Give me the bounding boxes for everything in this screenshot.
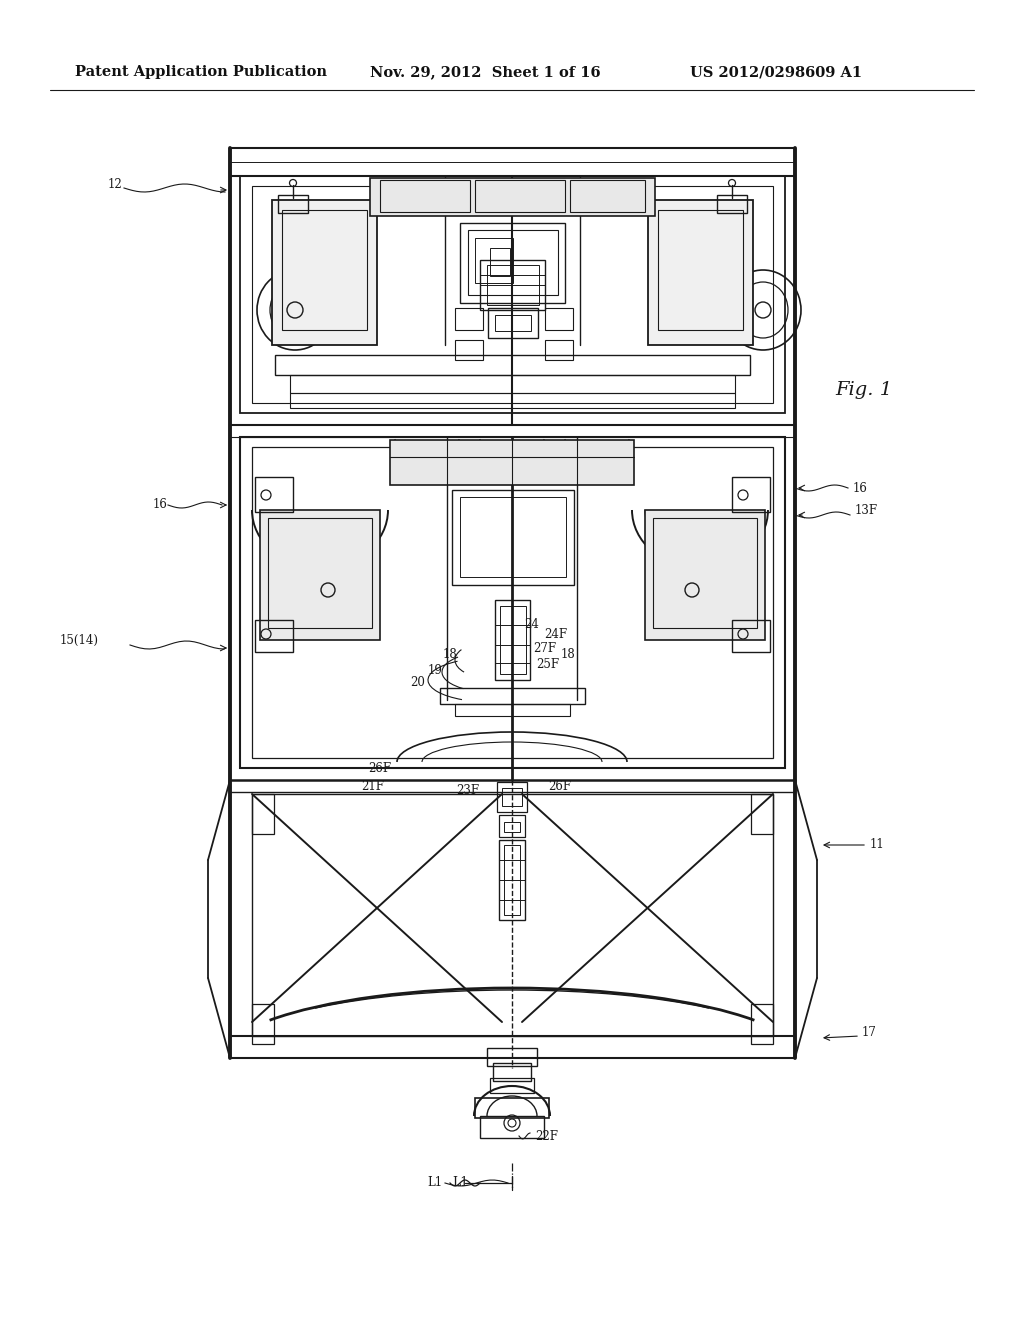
Text: 23F: 23F bbox=[457, 784, 479, 796]
Bar bbox=[370, 178, 655, 216]
Bar bbox=[493, 1063, 531, 1081]
Bar bbox=[653, 517, 757, 628]
Bar bbox=[255, 620, 293, 652]
Bar bbox=[275, 355, 750, 375]
Bar bbox=[252, 1005, 274, 1044]
Text: 18: 18 bbox=[442, 648, 458, 661]
Bar bbox=[658, 210, 743, 330]
Text: 22F: 22F bbox=[535, 1130, 558, 1143]
Bar bbox=[495, 315, 531, 331]
Bar bbox=[252, 186, 773, 403]
Bar bbox=[260, 510, 380, 640]
Bar bbox=[488, 308, 538, 338]
Bar bbox=[495, 601, 530, 680]
Bar bbox=[475, 1098, 549, 1118]
Text: 20: 20 bbox=[411, 676, 425, 689]
Text: Nov. 29, 2012  Sheet 1 of 16: Nov. 29, 2012 Sheet 1 of 16 bbox=[370, 65, 601, 79]
Text: 13F: 13F bbox=[855, 503, 879, 516]
Bar bbox=[500, 606, 526, 675]
Text: 26F: 26F bbox=[369, 762, 391, 775]
Bar bbox=[499, 814, 525, 837]
Bar bbox=[252, 447, 773, 758]
Bar bbox=[645, 510, 765, 640]
Bar bbox=[380, 180, 470, 213]
Bar bbox=[648, 201, 753, 345]
Bar bbox=[460, 498, 566, 577]
Bar bbox=[390, 440, 634, 484]
Text: 25F: 25F bbox=[537, 659, 559, 672]
Bar bbox=[230, 148, 795, 176]
Bar bbox=[732, 620, 770, 652]
Text: 27F: 27F bbox=[534, 642, 557, 655]
Bar bbox=[440, 688, 585, 704]
Text: 15(14): 15(14) bbox=[60, 634, 99, 647]
Bar bbox=[290, 393, 735, 408]
Text: 16: 16 bbox=[853, 482, 867, 495]
Bar bbox=[487, 265, 539, 305]
Bar bbox=[255, 477, 293, 512]
Text: L1: L1 bbox=[452, 1176, 468, 1189]
Bar bbox=[278, 195, 308, 213]
Text: 12: 12 bbox=[108, 178, 123, 191]
Text: 26F: 26F bbox=[549, 780, 571, 792]
Bar bbox=[545, 341, 573, 360]
Bar bbox=[282, 210, 367, 330]
Bar bbox=[455, 341, 483, 360]
Bar bbox=[497, 781, 527, 812]
Bar bbox=[717, 195, 746, 213]
Bar bbox=[504, 822, 520, 832]
Text: 24: 24 bbox=[524, 619, 540, 631]
Bar bbox=[504, 845, 520, 915]
Bar bbox=[240, 176, 785, 413]
Bar bbox=[468, 230, 558, 294]
Bar bbox=[290, 375, 735, 393]
Bar bbox=[751, 1005, 773, 1044]
Bar bbox=[272, 201, 377, 345]
Text: 16: 16 bbox=[153, 499, 168, 511]
Bar bbox=[460, 223, 565, 304]
Bar bbox=[545, 308, 573, 330]
Bar bbox=[490, 248, 510, 276]
Text: 18: 18 bbox=[560, 648, 575, 661]
Text: 24F: 24F bbox=[545, 627, 567, 640]
Text: 21F: 21F bbox=[361, 780, 384, 792]
Text: 19: 19 bbox=[428, 664, 442, 676]
Bar bbox=[732, 477, 770, 512]
Bar bbox=[452, 490, 574, 585]
Bar bbox=[487, 1048, 537, 1067]
Text: 17: 17 bbox=[862, 1027, 877, 1040]
Bar bbox=[480, 1115, 544, 1138]
Bar bbox=[455, 704, 570, 715]
Bar bbox=[252, 795, 274, 834]
Bar bbox=[240, 437, 785, 768]
Bar bbox=[490, 1078, 534, 1093]
Bar bbox=[475, 238, 513, 282]
Bar bbox=[230, 1036, 795, 1059]
Bar bbox=[570, 180, 645, 213]
Text: Patent Application Publication: Patent Application Publication bbox=[75, 65, 327, 79]
Bar bbox=[499, 840, 525, 920]
Bar bbox=[502, 788, 522, 807]
Text: US 2012/0298609 A1: US 2012/0298609 A1 bbox=[690, 65, 862, 79]
Text: L1: L1 bbox=[427, 1176, 442, 1189]
Bar bbox=[475, 180, 565, 213]
Bar bbox=[480, 260, 545, 310]
Bar bbox=[751, 795, 773, 834]
Text: Fig. 1: Fig. 1 bbox=[835, 381, 892, 399]
Text: 11: 11 bbox=[870, 838, 885, 851]
Bar bbox=[268, 517, 372, 628]
Bar bbox=[252, 795, 773, 1036]
Bar bbox=[455, 308, 483, 330]
